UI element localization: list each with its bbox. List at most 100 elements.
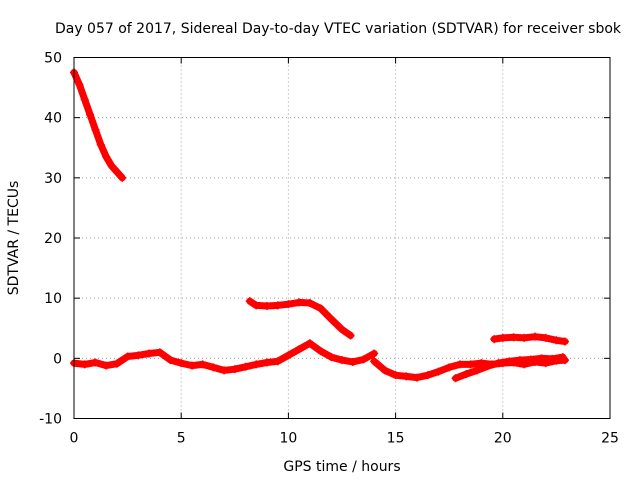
tick-labels: 0 5 10 15 20 25 -10 0 10 20 30 40 50	[39, 51, 619, 447]
x-tick-label: 5	[177, 431, 186, 447]
data-point	[505, 357, 514, 366]
data-point	[80, 95, 89, 104]
data-point	[284, 300, 293, 309]
data-point	[560, 337, 569, 346]
data-point	[209, 363, 218, 372]
data-point	[526, 355, 535, 364]
data-point	[91, 125, 100, 134]
x-tick-label: 25	[601, 431, 619, 447]
data-point	[241, 362, 250, 371]
data-point	[273, 357, 282, 366]
data-point	[305, 298, 314, 307]
data-point	[498, 333, 507, 342]
data-point	[187, 361, 196, 370]
data-point	[530, 332, 539, 341]
data-point	[295, 345, 304, 354]
y-tick-label: -10	[39, 412, 62, 428]
data-point	[112, 359, 121, 368]
data-point	[262, 301, 271, 310]
data-point	[316, 304, 325, 313]
y-tick-label: 30	[44, 171, 62, 187]
data-point	[145, 349, 154, 358]
data-point	[462, 369, 471, 378]
data-point	[102, 361, 111, 370]
series-prn-c	[490, 332, 569, 346]
data-point	[451, 374, 460, 383]
data-point	[541, 333, 550, 342]
data-point	[252, 360, 261, 369]
data-point	[230, 365, 239, 374]
y-tick-label: 50	[44, 51, 62, 67]
data-point	[490, 335, 499, 344]
data-point	[552, 336, 561, 345]
y-tick-label: 10	[44, 291, 62, 307]
data-point	[338, 356, 346, 365]
data-point	[177, 359, 186, 368]
data-point	[262, 358, 271, 367]
x-tick-label: 20	[494, 431, 512, 447]
series-prn-f	[451, 353, 567, 383]
data-point	[520, 333, 529, 342]
data-series	[70, 68, 569, 383]
data-point	[494, 359, 503, 368]
data-point	[123, 352, 132, 361]
data-point	[327, 315, 336, 324]
series-prn-a	[70, 68, 127, 182]
data-point	[455, 360, 464, 369]
data-point	[483, 362, 492, 371]
data-point	[102, 152, 111, 161]
series-line	[70, 69, 126, 182]
data-point	[252, 301, 261, 310]
data-point	[245, 297, 254, 306]
data-point	[370, 357, 379, 366]
x-tick-label: 15	[387, 431, 405, 447]
data-point	[166, 356, 175, 365]
data-point	[284, 351, 293, 360]
data-point	[434, 367, 443, 376]
data-point	[423, 371, 432, 380]
y-tick-label: 20	[44, 231, 62, 247]
data-point	[338, 325, 346, 334]
data-point	[413, 373, 422, 382]
series-prn-b	[245, 297, 355, 340]
data-point	[86, 110, 95, 119]
plot-frame	[73, 57, 611, 419]
data-point	[112, 167, 121, 176]
data-point	[273, 301, 282, 310]
data-point	[155, 348, 164, 357]
data-point	[346, 331, 355, 340]
y-axis-label: SDTVAR / TECUs	[6, 181, 22, 296]
y-tick-label: 0	[53, 351, 62, 367]
data-point	[402, 372, 411, 381]
data-point	[75, 80, 84, 89]
chart-title: Day 057 of 2017, Sidereal Day-to-day VTE…	[55, 21, 622, 37]
data-point	[359, 355, 368, 364]
data-point	[370, 349, 379, 358]
data-point	[220, 366, 229, 375]
data-point	[295, 298, 304, 307]
data-point	[198, 360, 207, 369]
series-prn-d	[70, 339, 379, 375]
data-point	[466, 360, 475, 369]
data-point	[391, 371, 400, 380]
y-tick-label: 40	[44, 111, 62, 127]
data-point	[91, 358, 100, 367]
x-tick-label: 10	[279, 431, 297, 447]
data-point	[107, 161, 116, 170]
data-point	[380, 366, 389, 375]
data-point	[515, 356, 524, 365]
data-point	[348, 357, 357, 366]
data-point	[445, 363, 454, 372]
data-point	[134, 351, 143, 360]
data-point	[305, 339, 314, 348]
x-axis-label: GPS time / hours	[283, 459, 400, 475]
data-point	[80, 360, 89, 369]
data-point	[548, 354, 557, 363]
data-point	[96, 140, 105, 149]
data-point	[509, 333, 518, 342]
data-point	[327, 353, 336, 362]
x-tick-label: 0	[70, 431, 79, 447]
data-point	[558, 353, 567, 362]
data-point	[316, 347, 325, 356]
